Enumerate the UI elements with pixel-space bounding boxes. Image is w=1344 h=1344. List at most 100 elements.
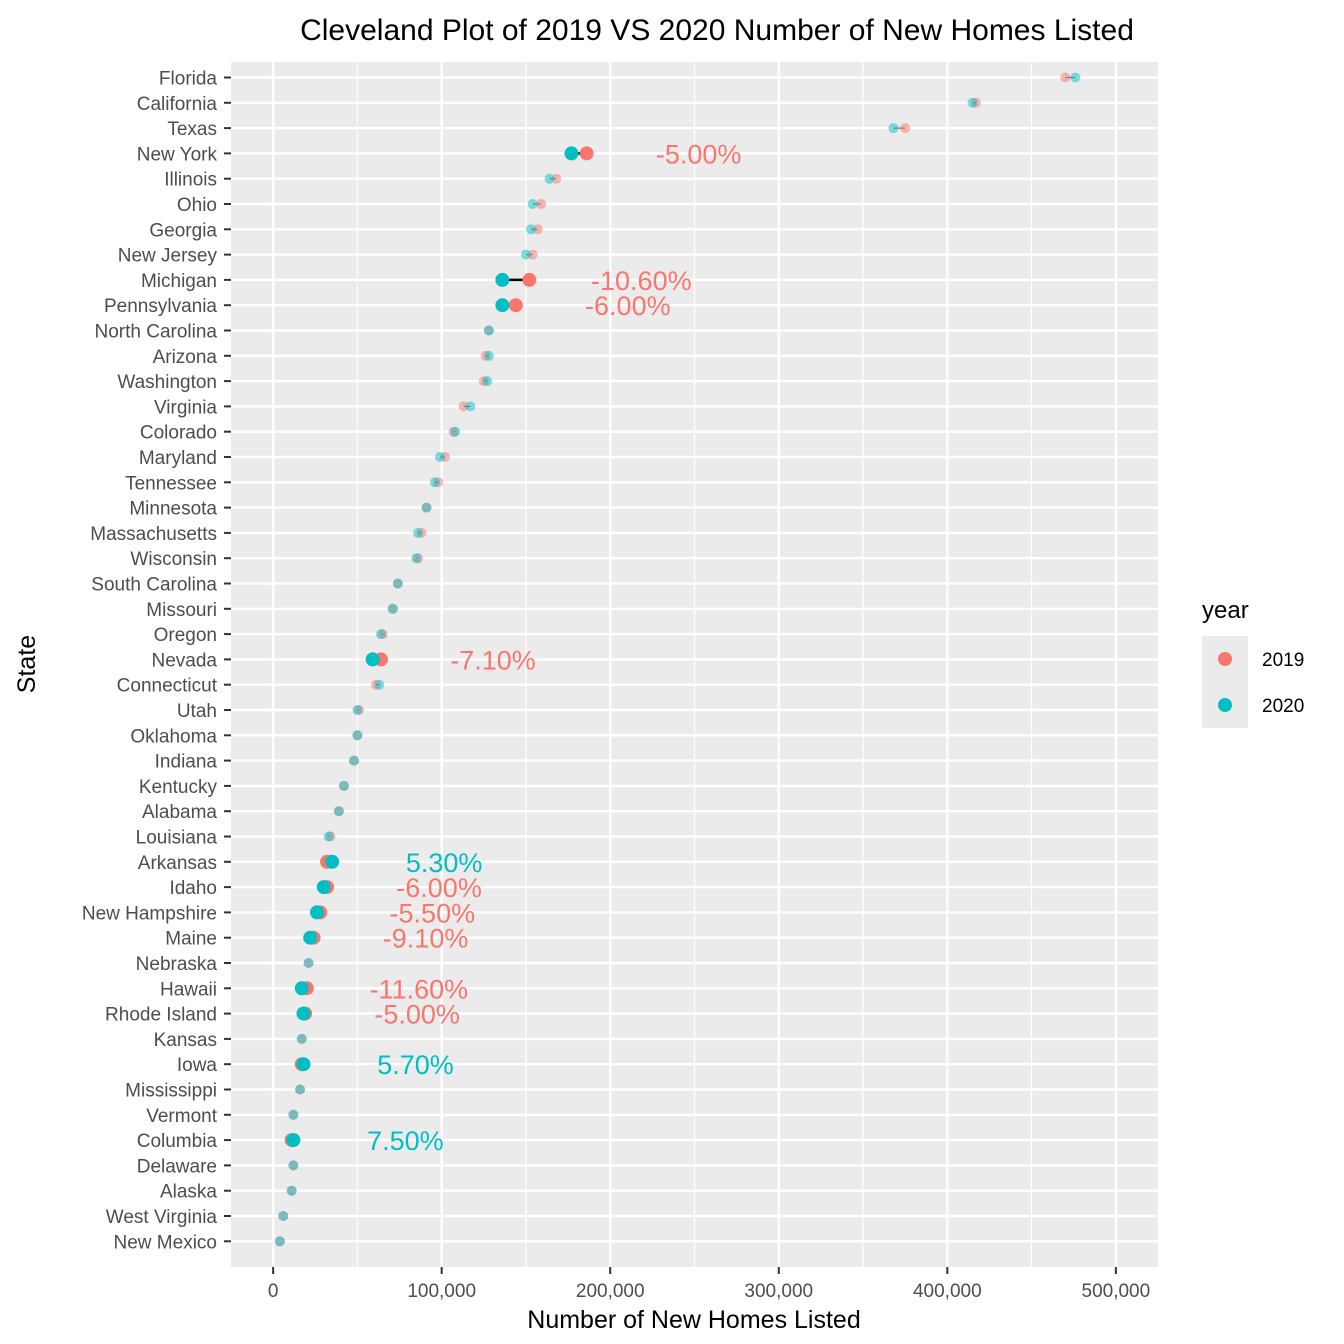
point-2020 bbox=[429, 477, 440, 488]
y-tick-label: Illinois bbox=[164, 170, 217, 191]
y-tick-label: Nebraska bbox=[136, 954, 218, 975]
x-tick-label: 500,000 bbox=[1082, 1281, 1151, 1302]
pct-label: -6.00% bbox=[396, 873, 482, 903]
point-2020 bbox=[294, 981, 309, 996]
y-tick-label: Maine bbox=[165, 929, 217, 950]
y-tick-label: North Carolina bbox=[95, 322, 218, 343]
pct-label: 5.30% bbox=[406, 848, 483, 878]
point-2020 bbox=[483, 350, 494, 361]
y-tick-label: Columbia bbox=[137, 1131, 218, 1152]
point-2020 bbox=[338, 780, 349, 791]
point-2020 bbox=[434, 452, 445, 462]
legend-dot-2020 bbox=[1218, 698, 1232, 712]
point-2019 bbox=[508, 298, 523, 313]
point-2020 bbox=[365, 652, 380, 667]
data-points bbox=[274, 72, 1081, 1247]
y-tick-label: New Hampshire bbox=[82, 903, 217, 924]
point-2020 bbox=[278, 1211, 289, 1221]
point-2020 bbox=[352, 730, 363, 741]
pct-label: -6.00% bbox=[585, 291, 671, 321]
point-2020 bbox=[421, 502, 432, 513]
point-2019 bbox=[1060, 72, 1071, 83]
pct-label: -11.60% bbox=[370, 974, 469, 1004]
y-axis-ticks: Florida California Texas New York Illinois Oh… bbox=[82, 69, 231, 1253]
point-2020 bbox=[288, 1109, 299, 1120]
point-2019 bbox=[579, 146, 594, 161]
y-tick-label: Louisiana bbox=[136, 828, 218, 849]
point-2020 bbox=[323, 831, 334, 842]
point-2020 bbox=[564, 146, 579, 161]
pct-label: -9.10% bbox=[383, 924, 469, 954]
point-2020 bbox=[286, 1133, 301, 1148]
y-tick-label: California bbox=[137, 94, 218, 115]
legend: year 2019 2020 bbox=[1202, 597, 1304, 728]
y-tick-label: Washington bbox=[117, 372, 217, 393]
y-tick-label: Pennsylvania bbox=[104, 296, 217, 317]
point-2020 bbox=[526, 224, 537, 235]
y-tick-label: Arizona bbox=[153, 347, 218, 368]
point-2020 bbox=[520, 249, 531, 260]
point-2020 bbox=[349, 755, 360, 766]
y-tick-label: Georgia bbox=[149, 220, 217, 241]
x-tick-label: 400,000 bbox=[913, 1281, 982, 1302]
x-tick-label: 0 bbox=[268, 1281, 279, 1302]
y-tick-label: Minnesota bbox=[129, 499, 217, 520]
y-tick-label: Mississippi bbox=[125, 1081, 217, 1102]
y-tick-label: Texas bbox=[167, 119, 217, 140]
y-tick-label: Wisconsin bbox=[130, 549, 217, 570]
pct-label: -7.10% bbox=[450, 645, 536, 675]
point-2020 bbox=[888, 123, 899, 134]
pct-label: -5.00% bbox=[656, 139, 742, 169]
y-tick-label: Michigan bbox=[141, 271, 217, 292]
pct-label: 7.50% bbox=[367, 1126, 444, 1156]
point-2019 bbox=[522, 272, 537, 287]
y-tick-label: Tennessee bbox=[125, 473, 217, 494]
y-tick-label: South Carolina bbox=[91, 575, 217, 596]
point-2020 bbox=[296, 1033, 307, 1044]
point-2020 bbox=[495, 298, 510, 313]
y-axis-title: State bbox=[13, 635, 41, 693]
y-tick-label: Virginia bbox=[154, 397, 217, 418]
point-2020 bbox=[295, 1084, 306, 1095]
legend-title: year bbox=[1202, 597, 1249, 624]
grid-lines bbox=[231, 62, 1158, 1267]
legend-label-2019: 2019 bbox=[1262, 650, 1304, 671]
y-tick-label: New Mexico bbox=[114, 1232, 217, 1253]
y-tick-label: Missouri bbox=[146, 600, 217, 621]
point-2020 bbox=[544, 173, 555, 184]
y-tick-label: Alabama bbox=[142, 802, 217, 823]
pct-label: -10.60% bbox=[591, 266, 692, 296]
y-tick-label: Kentucky bbox=[139, 777, 218, 798]
y-tick-label: Hawaii bbox=[160, 979, 217, 1000]
point-2020 bbox=[296, 1057, 311, 1072]
x-tick-label: 300,000 bbox=[744, 1281, 813, 1302]
pct-label: 5.70% bbox=[377, 1050, 454, 1080]
point-2020 bbox=[274, 1236, 285, 1247]
x-tick-label: 100,000 bbox=[407, 1281, 476, 1302]
point-2020 bbox=[286, 1185, 297, 1196]
y-tick-label: Rhode Island bbox=[105, 1005, 217, 1026]
legend-label-2020: 2020 bbox=[1262, 696, 1304, 717]
percent-labels: -5.00%-10.60%-6.00%-7.10%5.30%-6.00%-5.5… bbox=[367, 139, 741, 1156]
point-2020 bbox=[296, 1006, 311, 1021]
point-2020 bbox=[392, 578, 403, 589]
y-tick-label: Indiana bbox=[155, 752, 218, 773]
y-tick-label: Arkansas bbox=[138, 853, 217, 874]
point-2020 bbox=[387, 603, 398, 614]
y-tick-label: Utah bbox=[177, 701, 217, 722]
point-2020 bbox=[303, 958, 314, 968]
point-2020 bbox=[374, 679, 385, 690]
point-2020 bbox=[411, 553, 422, 564]
point-2020 bbox=[483, 325, 494, 336]
point-2020 bbox=[465, 401, 476, 412]
y-tick-label: Connecticut bbox=[117, 676, 218, 697]
legend-dot-2019 bbox=[1218, 652, 1232, 666]
point-2020 bbox=[1070, 72, 1081, 83]
y-tick-label: Oklahoma bbox=[130, 726, 217, 747]
point-2020 bbox=[450, 426, 461, 437]
x-axis-ticks: 0 100,000 200,000 300,000 400,000 500,000 bbox=[268, 1267, 1150, 1302]
y-tick-label: Oregon bbox=[154, 625, 217, 646]
y-tick-label: New York bbox=[137, 144, 218, 165]
point-2019 bbox=[900, 123, 911, 134]
